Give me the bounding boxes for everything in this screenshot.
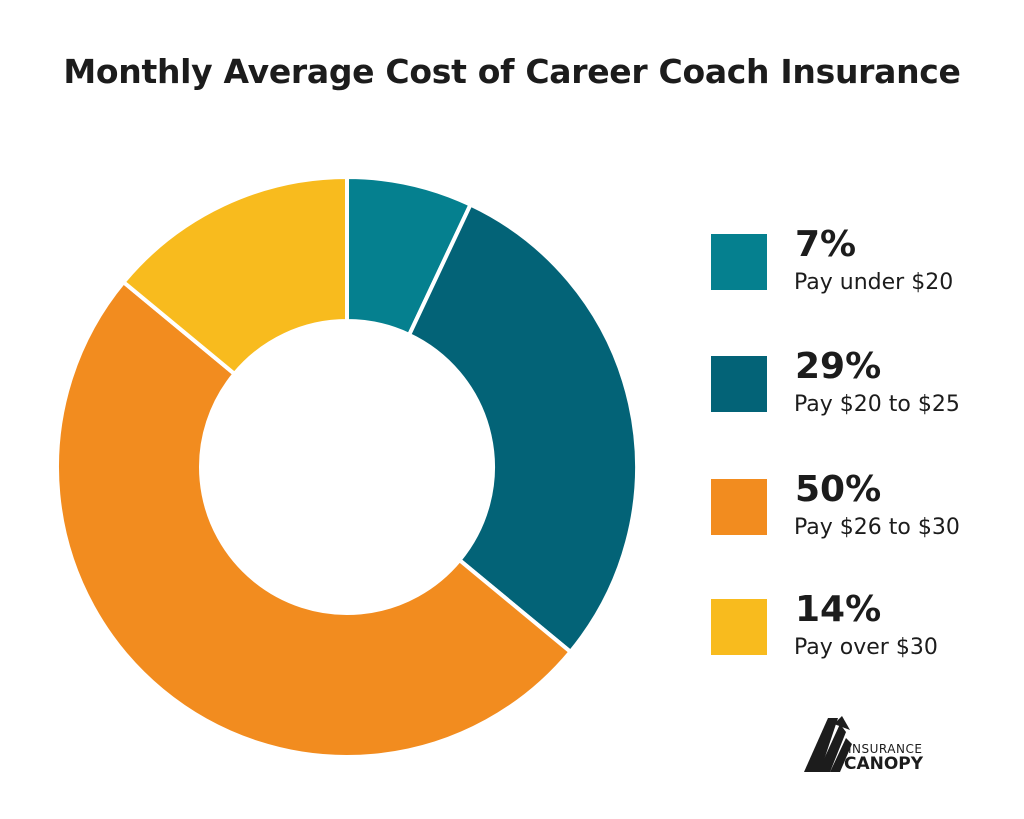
legend-swatch xyxy=(711,479,767,535)
legend-item-26-to-30: 50% Pay $26 to $30 xyxy=(711,469,1011,547)
legend-item-over-30: 14% Pay over $30 xyxy=(711,589,1011,667)
legend-percent: 7% xyxy=(795,224,857,265)
legend-percent: 14% xyxy=(795,589,882,630)
donut-slice xyxy=(120,174,349,377)
legend-swatch xyxy=(711,234,767,290)
donut-slice xyxy=(406,201,639,655)
legend-label: Pay $20 to $25 xyxy=(794,392,960,417)
legend-swatch xyxy=(711,356,767,412)
legend-item-20-to-25: 29% Pay $20 to $25 xyxy=(711,346,1011,424)
legend-item-under-20: 7% Pay under $20 xyxy=(711,224,1011,302)
legend-label: Pay $26 to $30 xyxy=(794,515,960,540)
legend-percent: 29% xyxy=(795,346,882,387)
donut-slice xyxy=(55,279,574,759)
logo-text-canopy: CANOPY xyxy=(844,754,924,774)
legend-label: Pay under $20 xyxy=(794,270,954,295)
legend-label: Pay over $30 xyxy=(794,635,938,660)
legend-percent: 50% xyxy=(795,469,882,510)
logo-text-insurance: INSURANCE xyxy=(848,742,923,756)
insurance-canopy-logo: INSURANCE CANOPY xyxy=(800,712,940,774)
legend-swatch xyxy=(711,599,767,655)
canopy-logo-icon xyxy=(804,716,852,772)
chart-title: Monthly Average Cost of Career Coach Ins… xyxy=(63,52,961,91)
